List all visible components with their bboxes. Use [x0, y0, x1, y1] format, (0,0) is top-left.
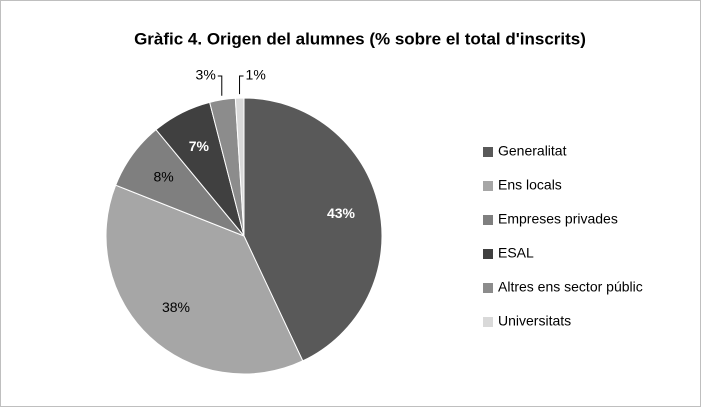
legend-label: Ens locals [498, 177, 562, 193]
pie-slice [105, 184, 304, 375]
legend-swatch [483, 249, 493, 259]
legend-label: Universitats [498, 313, 571, 329]
leader-line [217, 75, 223, 96]
data-label: 1% [246, 67, 266, 83]
data-label: 38% [162, 299, 190, 315]
legend-label: ESAL [498, 245, 534, 261]
legend-swatch [483, 147, 493, 157]
pie-slice [243, 97, 383, 362]
legend-swatch [483, 283, 493, 293]
legend-label: Altres ens sector públic [498, 279, 643, 295]
legend-label: Generalitat [498, 143, 567, 159]
data-label: 8% [153, 168, 173, 184]
chart-title: Gràfic 4. Origen del alumnes (% sobre el… [134, 29, 586, 48]
legend-swatch [483, 181, 493, 191]
data-label: 3% [196, 67, 216, 83]
data-label: 7% [189, 138, 210, 154]
data-label: 43% [327, 205, 356, 221]
pie-slice [234, 97, 245, 237]
legend-swatch [483, 215, 493, 225]
legend-swatch [483, 317, 493, 327]
legend-label: Empreses privades [498, 211, 618, 227]
leader-line [239, 75, 244, 95]
